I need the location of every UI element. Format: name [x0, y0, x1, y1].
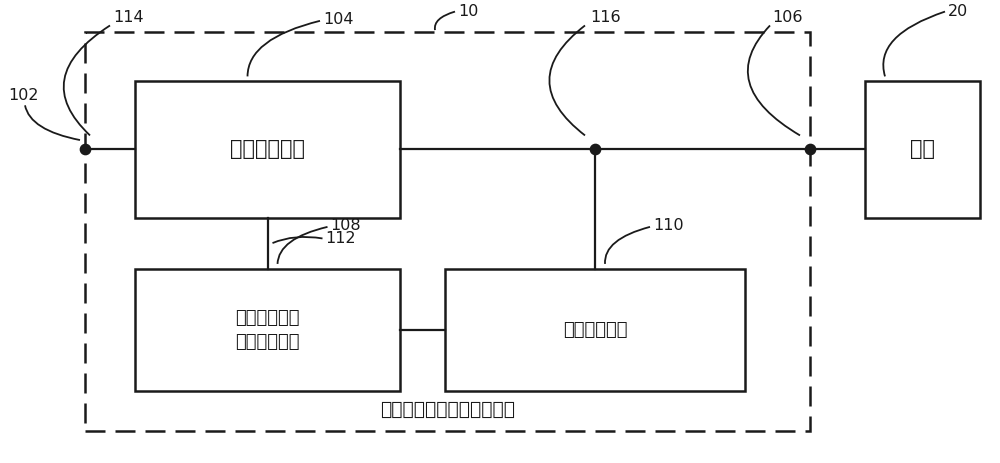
Text: 116: 116 — [590, 11, 621, 25]
FancyBboxPatch shape — [445, 269, 745, 391]
Text: 104: 104 — [323, 12, 354, 27]
Text: 114: 114 — [113, 11, 144, 25]
Text: 20: 20 — [948, 4, 968, 19]
Text: 110: 110 — [653, 218, 684, 233]
FancyBboxPatch shape — [135, 269, 400, 391]
FancyBboxPatch shape — [865, 81, 980, 218]
Text: 负载: 负载 — [910, 139, 935, 159]
Text: 112: 112 — [326, 231, 356, 246]
Text: 102: 102 — [8, 88, 38, 103]
Text: 脚冲间歇模式电源供应装置: 脚冲间歇模式电源供应装置 — [380, 400, 515, 419]
Text: 负载检测电路: 负载检测电路 — [563, 321, 627, 339]
Text: 108: 108 — [330, 218, 361, 233]
FancyBboxPatch shape — [135, 81, 400, 218]
Text: 脚冲宽度调变
信号产生电路: 脚冲宽度调变 信号产生电路 — [235, 309, 300, 350]
Point — [77, 145, 93, 153]
Text: 106: 106 — [772, 11, 802, 25]
Text: 10: 10 — [458, 4, 478, 19]
Point — [587, 145, 603, 153]
Text: 功率开关电路: 功率开关电路 — [230, 139, 305, 159]
Point — [802, 145, 818, 153]
